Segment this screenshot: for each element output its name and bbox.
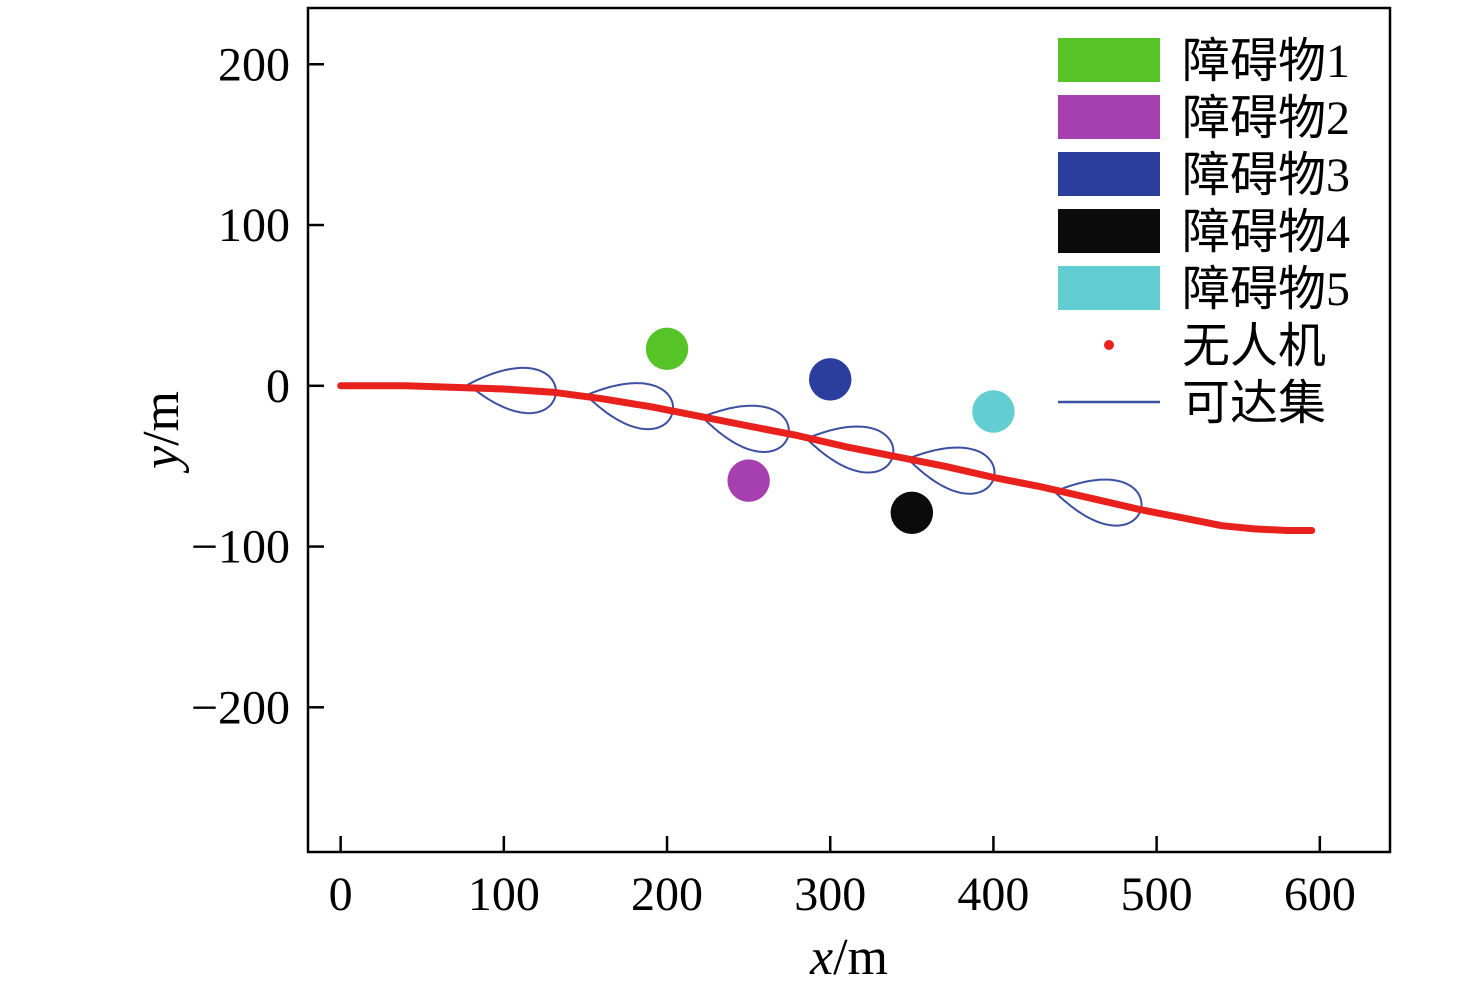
legend-uav-dot (1104, 340, 1114, 350)
x-tick-label-400: 400 (957, 868, 1029, 921)
x-tick-label-600: 600 (1284, 868, 1356, 921)
x-tick-label-500: 500 (1121, 868, 1193, 921)
y-tick-label--100: −100 (191, 521, 290, 574)
obstacle-circle-4 (890, 491, 934, 535)
obstacle-circle-3 (809, 358, 852, 401)
x-tick-label-100: 100 (468, 868, 540, 921)
y-axis-label: y/m (133, 391, 190, 474)
obstacle-circle-5 (972, 390, 1015, 433)
legend-label-5: 障碍物5 (1182, 263, 1350, 316)
x-axis-label: x/m (809, 929, 888, 986)
legend-label-4: 障碍物4 (1182, 206, 1350, 259)
legend-label-2: 障碍物2 (1182, 92, 1350, 145)
y-tick-label-100: 100 (218, 199, 290, 252)
plot-border (306, 6, 1392, 854)
uav-trajectory-line (337, 382, 1316, 534)
x-tick-label-300: 300 (794, 868, 866, 921)
y-tick-label-200: 200 (218, 38, 290, 91)
y-tick-label--200: −200 (191, 681, 290, 734)
legend-swatch-5 (1058, 266, 1160, 310)
x-tick-label-200: 200 (631, 868, 703, 921)
y-tick-label-0: 0 (266, 360, 290, 413)
x-tick-label-0: 0 (329, 868, 353, 921)
legend-label-1: 障碍物1 (1182, 35, 1350, 88)
legend-swatch-1 (1058, 38, 1160, 82)
legend-swatch-2 (1058, 95, 1160, 139)
legend-swatch-3 (1058, 152, 1160, 196)
obstacle-circle-2 (727, 459, 770, 502)
legend-label-7: 可达集 (1182, 377, 1326, 430)
axes: 0 100 200 300 400 500 600 −200 −100 0 100 200 (191, 38, 1356, 921)
legend-swatch-4 (1058, 209, 1160, 253)
legend-label-6: 无人机 (1182, 320, 1326, 373)
obstacles (645, 327, 1015, 535)
obstacle-circle-1 (645, 327, 689, 371)
legend-label-3: 障碍物3 (1182, 149, 1350, 202)
